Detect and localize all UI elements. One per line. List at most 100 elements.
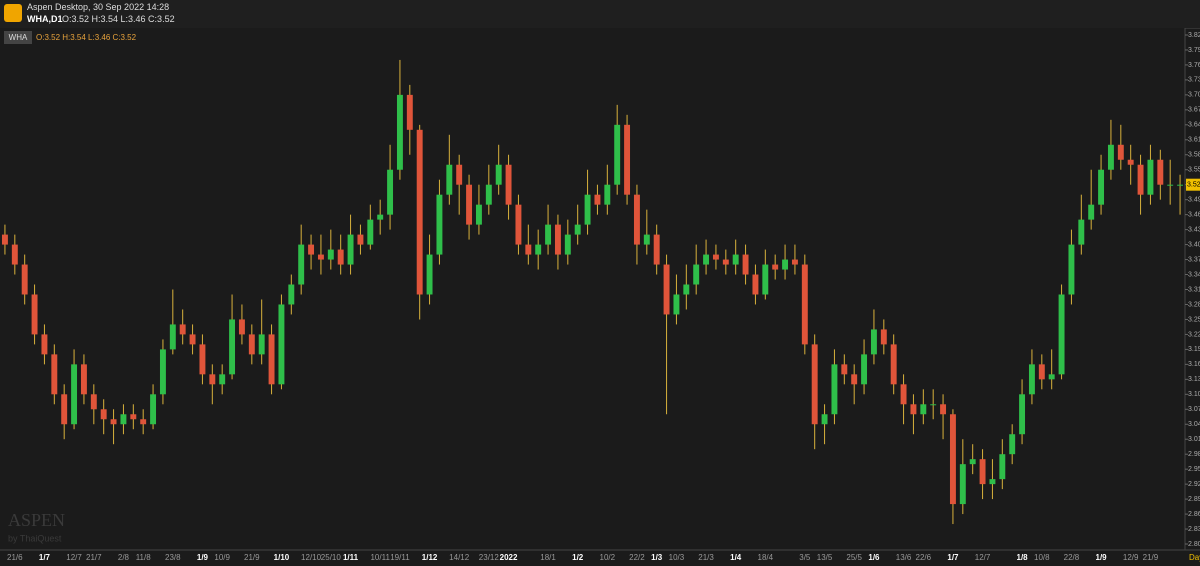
candle-body [377,214,384,220]
watermark-by: by ThaiQuest [8,533,62,543]
candle-body [456,164,463,185]
candle-body [663,264,670,315]
candle-body [762,264,769,295]
ohlc-readout: O:3.52 H:3.54 L:3.46 C:3.52 [62,14,175,24]
x-tick-label: 1/10 [274,553,290,562]
candle-body [189,334,196,345]
y-tick-label: 3.49 [1188,197,1200,204]
app-icon [4,4,22,22]
x-tick-label: 22/6 [916,553,932,562]
candle-body [396,94,403,170]
candle-body [298,244,305,285]
candle-body [367,219,374,245]
candle-body [772,264,779,270]
candle-body [278,304,285,385]
x-tick-label: 25/10 [321,553,342,562]
y-tick-label: 2.95 [1188,466,1200,473]
candle-body [387,169,394,215]
candle-body [594,194,601,205]
timeframe[interactable]: Day [1189,553,1200,562]
candle-body [742,254,749,275]
candle-body [248,334,255,355]
candle-body [505,164,512,205]
candle-body [624,124,631,195]
x-tick-label: 1/11 [343,553,359,562]
candle-body [633,194,640,245]
candle-body [1098,169,1105,205]
legend-symbol-box [4,31,32,44]
y-tick-label: 3.43 [1188,226,1200,233]
candle-body [564,234,571,255]
candle-body [643,234,650,245]
candle-body [1038,364,1045,380]
x-tick-label: 21/7 [86,553,102,562]
x-tick-label: 1/8 [1017,553,1029,562]
candle-body [1068,244,1075,295]
candle-body [219,374,226,385]
candle-body [515,204,522,245]
y-tick-label: 2.98 [1188,451,1200,458]
candle-body [406,94,413,130]
candle-body [1078,219,1085,245]
candle-body [722,259,729,265]
x-tick-label: 21/3 [698,553,714,562]
candle-body [949,414,956,505]
y-tick-label: 3.13 [1188,376,1200,383]
y-tick-label: 3.82 [1188,32,1200,39]
y-tick-label: 3.25 [1188,316,1200,323]
candle-body [525,244,532,255]
candle-body [1,234,8,245]
candle-body [90,394,97,410]
x-tick-label: 1/12 [422,553,438,562]
x-tick-label: 1/3 [651,553,663,562]
x-tick-label: 1/9 [197,553,209,562]
x-tick-label: 12/7 [975,553,991,562]
x-tick-label: 1/4 [730,553,742,562]
candle-body [268,334,275,385]
candle-body [989,479,996,485]
candle-body [535,244,542,255]
x-tick-label: 14/12 [449,553,470,562]
candle-body [1048,374,1055,380]
candle-body [308,244,315,255]
x-tick-label: 12/10 [301,553,322,562]
candle-body [238,319,245,335]
x-tick-label: 22/8 [1064,553,1080,562]
x-tick-label: 19/11 [390,553,410,562]
candle-body [1137,164,1144,195]
candle-body [337,249,344,265]
candle-body [1009,434,1016,455]
candle-body [475,204,482,225]
candle-body [179,324,186,335]
y-tick-label: 3.79 [1188,47,1200,54]
candle-body [357,234,364,245]
y-tick-label: 3.19 [1188,346,1200,353]
y-tick-label: 3.61 [1188,137,1200,144]
candle-body [51,354,58,395]
candle-body [199,344,206,375]
candle-body [712,254,719,260]
x-tick-label: 3/5 [799,553,811,562]
last-price-label: 3.52 [1187,182,1200,189]
x-tick-label: 18/1 [540,553,556,562]
candle-body [466,184,473,225]
candle-body [71,364,78,425]
candle-body [1157,159,1164,185]
candle-body [683,284,690,295]
candle-body [574,224,581,235]
candle-body [229,319,236,375]
candle-body [900,384,907,405]
y-tick-label: 3.10 [1188,391,1200,398]
candle-body [545,224,552,245]
title-bar: Aspen Desktop, 30 Sep 2022 14:28 WHA,D1 … [0,0,1200,29]
candle-body [288,284,295,305]
candle-body [880,329,887,345]
x-tick-label: 1/6 [868,553,880,562]
candle-body [159,349,166,395]
y-tick-label: 3.22 [1188,331,1200,338]
candle-body [673,294,680,315]
candle-body [317,254,324,260]
candle-body [801,264,808,345]
candle-body [584,194,591,225]
